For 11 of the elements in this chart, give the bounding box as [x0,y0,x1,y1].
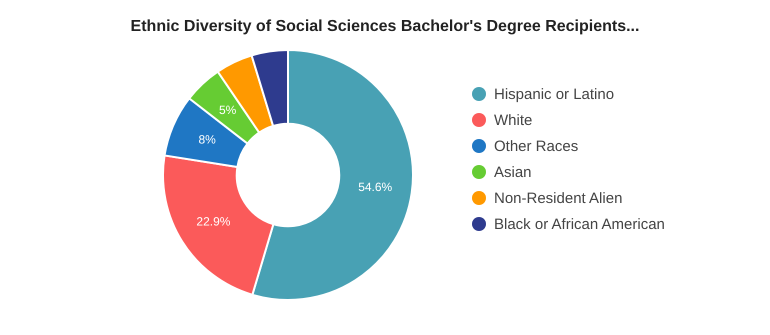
legend-label: White [494,111,532,130]
data-label: 5% [219,103,237,118]
legend-label: Other Races [494,137,578,156]
legend-label: Hispanic or Latino [494,85,614,104]
legend-label: Non-Resident Alien [494,189,622,208]
data-label: 22.9% [196,214,231,228]
chart-title: Ethnic Diversity of Social Sciences Bachelor's Degree Recipients... [130,18,640,36]
data-label: 8% [198,132,216,146]
data-label: 54.6% [358,180,393,194]
legend-label: Black or African American [494,215,665,234]
legend-label: Asian [494,163,532,182]
